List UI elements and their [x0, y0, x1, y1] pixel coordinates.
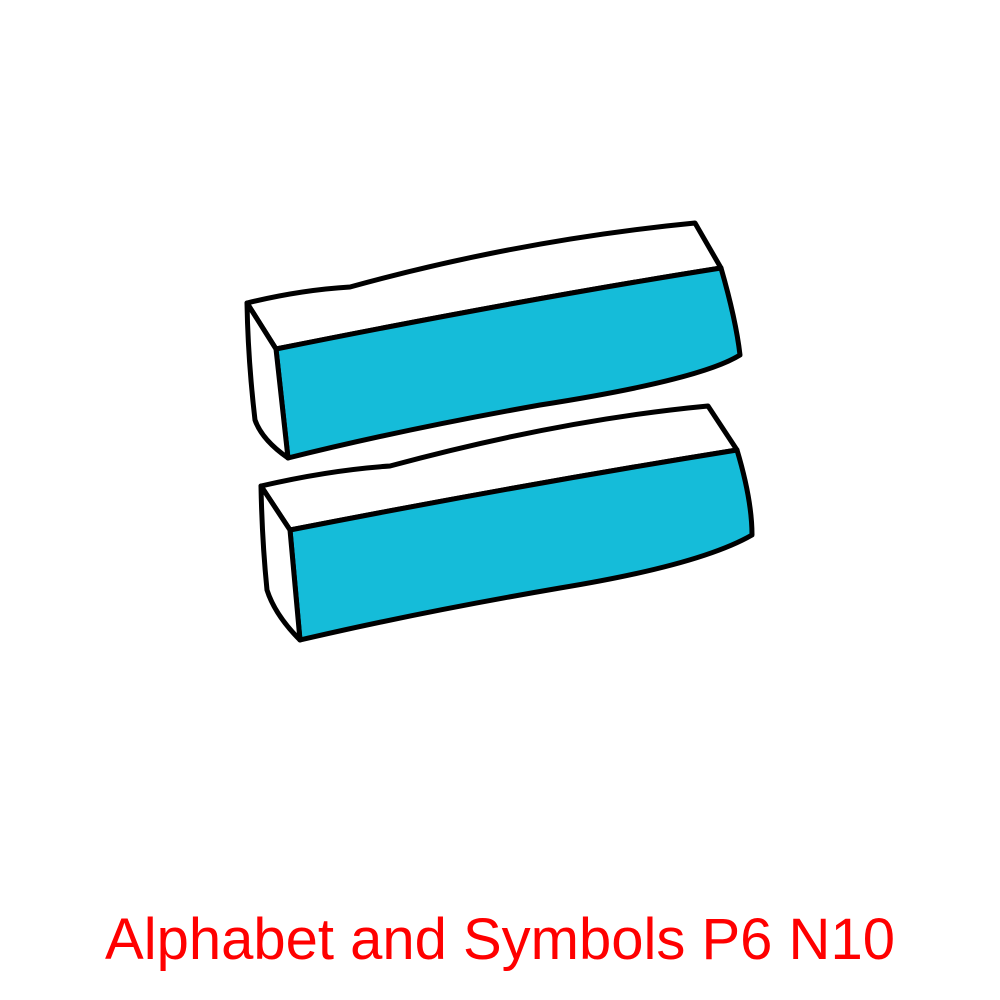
equals-bottom-bar — [258, 403, 755, 643]
equals-top-bar — [244, 220, 743, 461]
caption-text: Alphabet and Symbols P6 N10 — [105, 907, 895, 972]
